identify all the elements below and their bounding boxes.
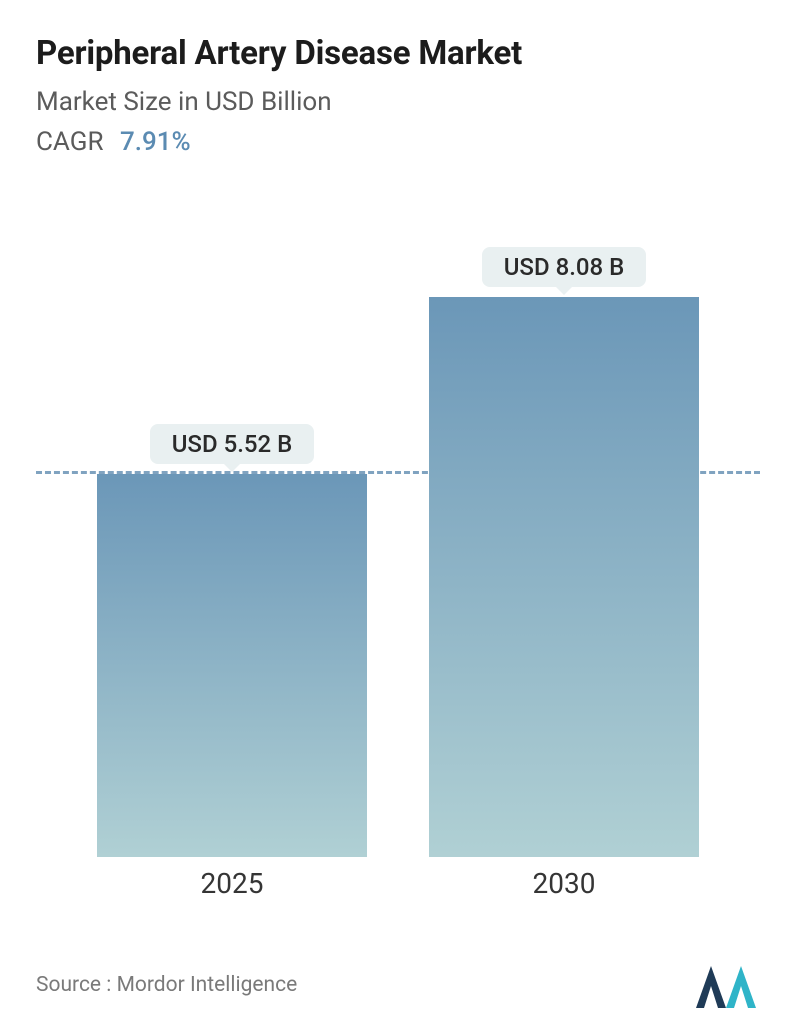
bar bbox=[429, 297, 699, 857]
bar-column: USD 5.52 B bbox=[97, 424, 367, 857]
source-text: Source : Mordor Intelligence bbox=[36, 973, 297, 997]
bar-column: USD 8.08 B bbox=[429, 247, 699, 857]
footer: Source : Mordor Intelligence bbox=[36, 962, 760, 1008]
bars-container: USD 5.52 B USD 8.08 B bbox=[36, 187, 760, 857]
cagr-label: CAGR bbox=[36, 127, 103, 157]
cagr-value: 7.91% bbox=[120, 127, 191, 157]
cagr-row: CAGR 7.91% bbox=[36, 127, 760, 157]
x-axis-labels: 2025 2030 bbox=[36, 857, 760, 907]
bar-value-label: USD 5.52 B bbox=[150, 424, 315, 464]
bar-value-label: USD 8.08 B bbox=[482, 247, 647, 287]
label-notch bbox=[556, 287, 572, 295]
x-label: 2030 bbox=[429, 857, 699, 907]
chart-title: Peripheral Artery Disease Market bbox=[36, 34, 760, 73]
x-label: 2025 bbox=[97, 857, 367, 907]
brand-logo bbox=[696, 962, 760, 1008]
chart-area: USD 5.52 B USD 8.08 B 2025 2030 bbox=[36, 187, 760, 907]
plot-area: USD 5.52 B USD 8.08 B bbox=[36, 187, 760, 857]
label-notch bbox=[224, 464, 240, 472]
chart-subtitle: Market Size in USD Billion bbox=[36, 87, 760, 117]
bar bbox=[97, 474, 367, 857]
